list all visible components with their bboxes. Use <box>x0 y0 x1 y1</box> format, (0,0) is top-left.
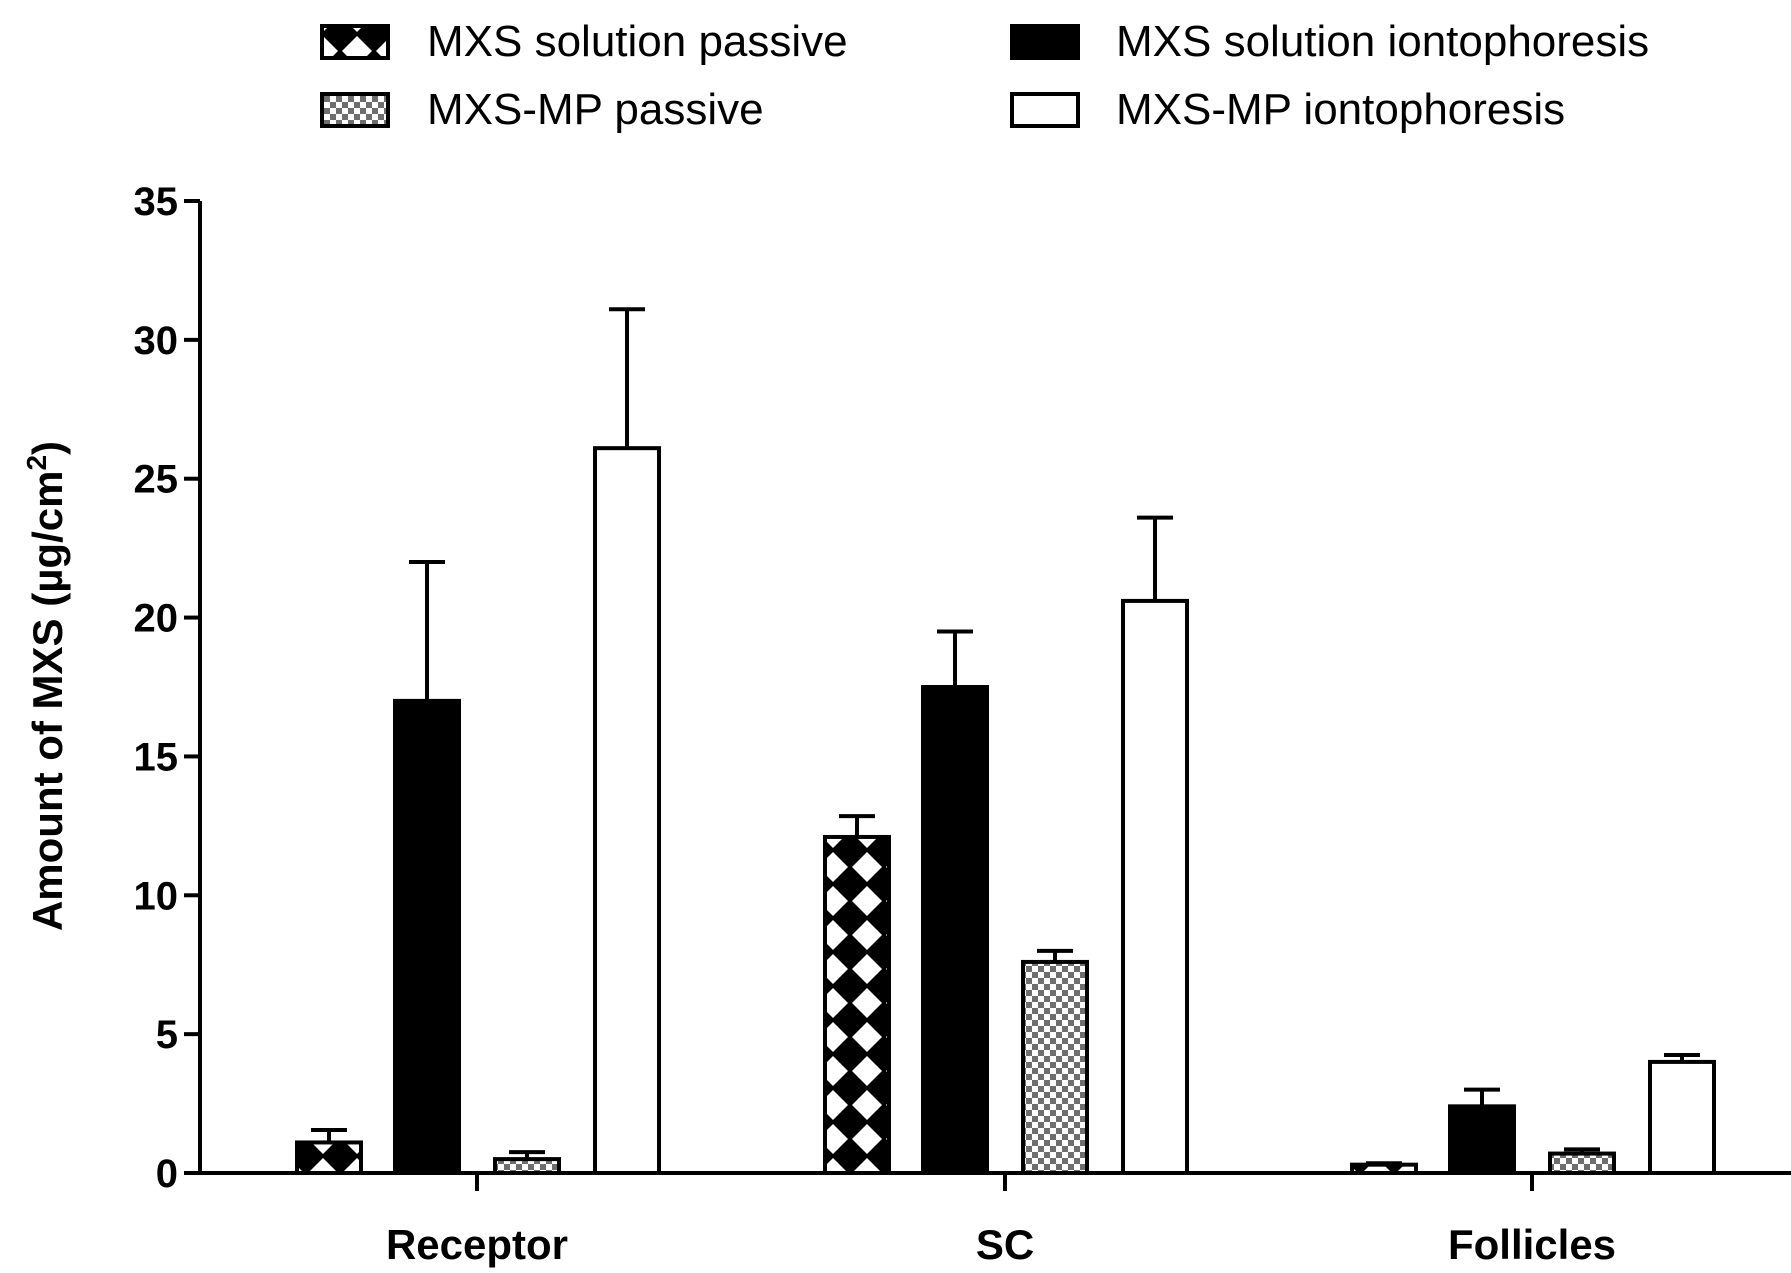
bar <box>921 685 989 1175</box>
legend-swatch-solid-black <box>1010 24 1080 60</box>
category-label: Receptor <box>386 1221 568 1268</box>
bars <box>295 307 1716 1176</box>
y-tick-label: 20 <box>134 597 179 641</box>
x-ticks: Receptor SC Follicles <box>386 1173 1616 1268</box>
category-label: Follicles <box>1448 1221 1616 1268</box>
legend-swatch-checkerboard <box>320 92 390 128</box>
bar <box>1448 1104 1516 1175</box>
legend-label: MXS solution passive <box>427 17 848 66</box>
y-tick-label: 15 <box>134 735 179 779</box>
legend-swatch-cross-hatch <box>320 24 390 60</box>
bar <box>593 446 661 1175</box>
y-tick-label: 35 <box>134 180 179 224</box>
bar <box>1121 598 1189 1175</box>
bar <box>493 1157 561 1175</box>
legend-item-mxs-mp-iontophoresis: MXS-MP iontophoresis <box>1010 85 1565 134</box>
legend-item-mxs-solution-iontophoresis: MXS solution iontophoresis <box>1010 17 1649 66</box>
legend: MXS solution passive MXS solution iontop… <box>320 17 1649 134</box>
y-axis-title-superscript: 2 <box>21 455 52 471</box>
bar <box>1021 959 1089 1175</box>
legend-item-mxs-mp-passive: MXS-MP passive <box>320 85 764 134</box>
bar <box>823 834 891 1175</box>
category-label: SC <box>976 1221 1034 1268</box>
bar <box>393 698 461 1176</box>
y-tick-label: 0 <box>156 1152 178 1196</box>
bar <box>295 1140 363 1175</box>
legend-label: MXS solution iontophoresis <box>1116 17 1649 66</box>
legend-label: MXS-MP iontophoresis <box>1116 85 1565 134</box>
y-ticks: 0 5 10 15 20 25 30 35 <box>134 180 200 1196</box>
y-axis-title: Amount of MXS (µg/cm2) <box>21 441 71 931</box>
legend-item-mxs-solution-passive: MXS solution passive <box>320 17 848 66</box>
bar <box>1350 1162 1418 1176</box>
y-tick-label: 5 <box>156 1013 178 1057</box>
y-axis-title-suffix: ) <box>24 441 71 455</box>
y-axis-title-main: Amount of MXS (µg/cm <box>24 471 71 932</box>
legend-swatch-white <box>1010 92 1080 128</box>
bar <box>1548 1151 1616 1176</box>
y-tick-label: 30 <box>134 319 179 363</box>
y-tick-label: 25 <box>134 458 179 502</box>
bar <box>1648 1059 1716 1176</box>
y-tick-label: 10 <box>134 874 179 918</box>
legend-label: MXS-MP passive <box>427 85 764 134</box>
